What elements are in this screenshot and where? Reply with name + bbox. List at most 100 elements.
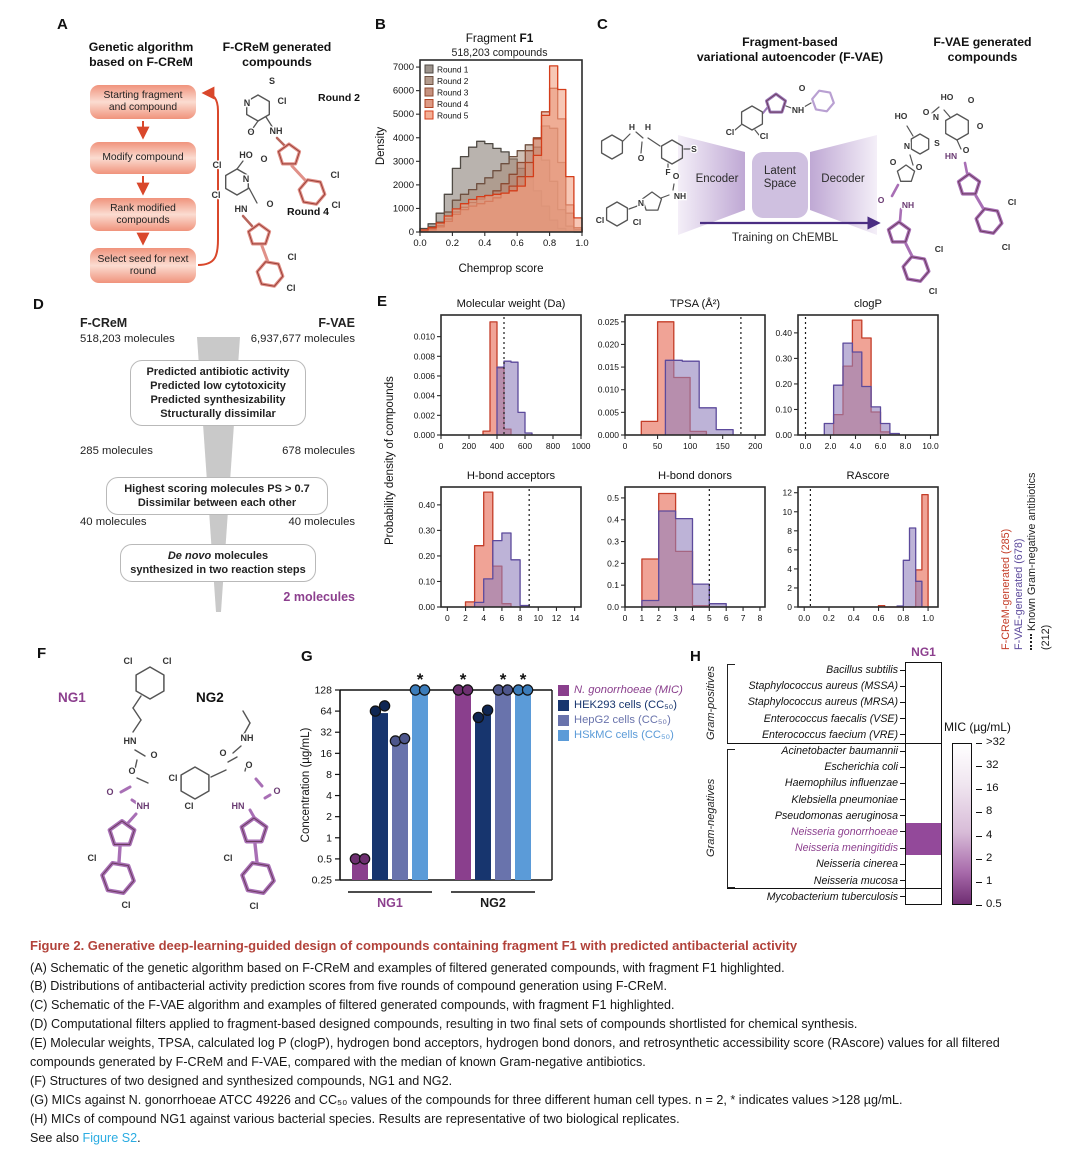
x-tick-label: 1.0 [922,613,934,623]
species-row: Mycobacterium tuberculosis [700,889,905,905]
y-tick-label: 1000 [393,203,414,214]
atom-label: Cl [213,160,222,170]
bond [906,125,914,137]
colorbar-tick [976,766,982,768]
bond [236,160,244,170]
y-tick-label: 16 [320,748,332,760]
mic-heatmap-column [905,662,942,905]
x-axis-label: Chemprop score [458,263,543,275]
mic-cell [906,743,941,759]
legend-label: Round 1 [437,65,469,75]
fcrem-compounds-title: F-CReM generated compounds [222,40,332,69]
y-tick-label: 32 [320,727,332,739]
decoder-label: Decoder [821,173,865,185]
species-row: Pseudomonas aeruginosa [700,808,905,824]
ring [135,666,165,700]
ring-inner [765,93,787,113]
y-tick-label: 1 [326,832,332,844]
species-row: Enterococcus faecium (VRE) [700,727,905,743]
colorbar-tick [976,858,982,860]
bond [974,194,985,210]
x-tick-label: 6 [724,613,729,623]
replicate-dot [481,704,494,716]
plot-frame [419,59,583,233]
row-tick [900,685,905,687]
atom-label: O [923,107,930,117]
species-row: Neisseria cinerea [700,856,905,872]
y-tick-label: 0.004 [414,391,436,401]
ring-inner [277,143,301,165]
legend-label: Round 3 [437,88,469,98]
y-tick-label: 7000 [393,62,414,73]
x-tick-label: 10 [534,613,544,623]
chart-title: H-bond donors [658,470,732,482]
x-tick-label: 150 [716,441,730,451]
atom-label: O [878,195,885,205]
bond [134,759,138,770]
atom-label: O [968,95,975,105]
histogram-series-F-VAE-generated [823,342,900,435]
y-tick-label: 0.20 [775,379,792,389]
swatch-icon [558,729,569,741]
swatch-icon [558,684,569,696]
chart-title: H-bond acceptors [467,470,556,482]
mic-cell [906,663,941,679]
atom-label: S [691,144,697,154]
y-tick-label: 0.008 [414,351,436,361]
de-novo-italic: De novo [167,550,212,562]
filter1-line1: Predicted antibiotic activity [146,366,290,378]
ring-inner [298,179,326,205]
clogp-histogram: 0.0 2.0 4.0 6.0 8.0 10.0 0.00 0.10 0.20 0.30 0.40 c… [775,298,939,451]
x-tick-label: 0.6 [873,613,885,623]
y-tick-label: 0.40 [775,328,792,338]
species-label: Neisseria gonorrhoeae [790,825,898,838]
species-label: Pseudomonas aeruginosa [774,809,898,822]
filter1-line3: Predicted synthesizability [150,394,286,406]
colorbar-label: 1 [986,874,993,887]
histogram-series-F-VAE-generated [641,510,727,607]
y-tick-label: 4 [326,790,332,802]
histogram-series-F-VAE-generated [896,527,923,607]
replicate-dot [418,684,431,696]
x-tick-label: 0.0 [800,441,812,451]
bond [134,749,146,757]
atom-label: O [977,121,984,131]
atom-label: O [890,157,897,167]
species-labels: Bacillus subtilis Staphylococcus aureus (… [700,662,905,905]
mic-cell [906,887,941,903]
y-tick-label: 0.40 [418,500,435,510]
atom-label: HO [941,92,954,102]
y-tick-label: 0.002 [414,410,436,420]
bond [672,183,675,191]
atom-label: N [904,141,910,151]
bond [130,798,140,806]
legend-fcrem-generated: F-CReM-generated (285) [1000,528,1012,650]
figure-s2-link[interactable]: Figure S2 [82,1130,138,1145]
y-tick-label: 0.00 [418,602,435,612]
fvae-compounds-title: F-VAE generated compounds [933,35,1032,64]
x-tick-label: 4 [481,613,486,623]
species-label: Acinetobacter baumannii [781,745,898,758]
panel-c-label: C [597,16,608,33]
y-tick-label: 0 [409,227,414,238]
fvae-title-line1: Fragment-based [742,35,838,49]
atom-label: Cl [122,900,131,910]
y-tick-label: 0.006 [414,371,436,381]
bar-NG2-HepG2 cells (CC₅₀) [495,690,511,880]
filter3-rest: molecules [211,550,269,562]
species-label: Klebsiella pneumoniae [791,793,898,806]
species-label: Haemophilus influenzae [784,777,898,790]
mic-cc50-bar-chart: 0.25 0.5 1 2 4 8 16 32 64 128 Concentration (µg/mL… [300,670,553,910]
panel-e-legend: F-CReM-generated (285) F-VAE-generated (… [1000,450,1053,650]
y-tick-label: 6 [787,545,792,555]
swatch-icon [558,699,569,711]
atom-label: Cl [212,190,221,200]
y-tick-label: 128 [314,685,332,697]
fcrem-column-header: F-CReM [80,316,128,330]
bar-NG1-HSkMC cells (CC₅₀) [412,690,428,880]
bond [254,777,264,788]
species-row: Staphylococcus aureus (MRSA) [700,694,905,710]
plot-frame [624,486,766,608]
x-tick-label: 8.0 [900,441,912,451]
